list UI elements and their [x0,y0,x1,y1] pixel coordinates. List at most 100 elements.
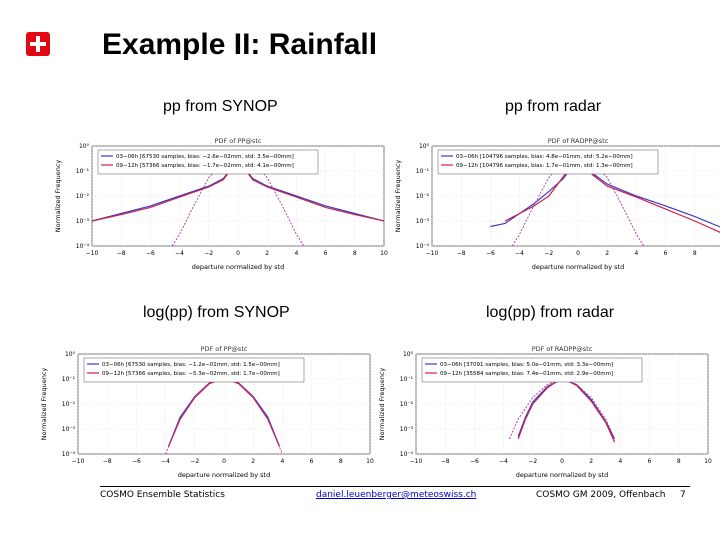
x-tick-label: −10 [426,250,439,257]
y-tick-label: 10⁰ [403,351,414,358]
y-tick-label: 10⁻¹ [76,168,90,175]
x-tick-label: 0 [236,250,240,257]
x-tick-label: 10 [380,250,388,257]
x-tick-label: 0 [576,250,580,257]
y-tick-label: 10⁻² [416,193,430,200]
legend-entry: 09−12h [104796 samples, bias: 1.7e−01mm,… [456,163,633,169]
x-tick-label: −8 [457,250,466,257]
legend-box [83,357,305,383]
y-tick-label: 10⁻⁴ [62,451,76,458]
page-number: 7 [680,490,686,500]
x-tick-label: −8 [117,250,126,257]
legend-entry: 09−12h [57366 samples, bias: −5.3e−02mm,… [102,371,280,377]
x-tick-label: 8 [339,458,343,465]
x-tick-label: −2 [528,458,537,465]
y-axis-label: Normalized Frequency [394,160,402,233]
x-tick-label: 4 [280,458,284,465]
chart-title: PDF of PP@stc [215,137,262,145]
y-tick-label: 10⁰ [79,143,90,150]
x-axis-label: departure normalized by std [178,471,270,479]
x-tick-label: 2 [605,250,609,257]
legend-box [97,149,319,175]
y-tick-label: 10⁻⁴ [400,451,414,458]
caption-logpp-radar: log(pp) from radar [486,304,615,321]
x-tick-label: −2 [544,250,553,257]
y-axis-label: Normalized Frequency [40,368,48,441]
x-tick-label: −6 [132,458,141,465]
swiss-cross-icon [26,32,50,56]
footer-left-text: COSMO Ensemble Statistics [100,490,225,500]
legend-entry: 03−06h [37091 samples, bias: 5.0e−01mm, … [440,362,613,368]
caption-logpp-synop: log(pp) from SYNOP [143,304,290,321]
slide-title: Example II: Rainfall [102,28,378,61]
chart-title: PDF of RADPP@stc [548,137,609,145]
chart-pp-radar: −10−8−6−4−2024681010⁰10⁻¹10⁻²10⁻³10⁻⁴PDF… [390,134,720,274]
y-tick-label: 10⁻³ [62,426,76,433]
legend-entry: 03−06h [67530 samples, bias: −1.2e−01mm,… [102,362,280,368]
x-tick-label: 8 [353,250,357,257]
x-tick-label: −6 [146,250,155,257]
x-tick-label: −2 [204,250,213,257]
x-tick-label: 2 [265,250,269,257]
legend-entry: 09−12h [35584 samples, bias: 7.4e−01mm, … [440,371,613,377]
y-tick-label: 10⁻¹ [62,376,76,383]
y-tick-label: 10⁻¹ [400,376,414,383]
y-tick-label: 10⁻³ [416,218,430,225]
x-tick-label: −8 [103,458,112,465]
chart-logpp-radar: −10 −8 −6 −4 −2 0 2 4 6 8 10 10⁰ 10⁻¹ 10⁻² 10⁻³ 10⁻⁴ PDF… [374,342,714,482]
x-tick-label: 6 [648,458,652,465]
legend-entry: 03−06h [67530 samples, bias: −2.6e−02mm,… [116,154,294,160]
x-tick-label: −8 [441,458,450,465]
series-line-2 [511,155,645,247]
x-tick-label: 2 [589,458,593,465]
chart-svg: −10 −8 −6 −4 −2 0 2 4 6 8 10 10⁰ 10⁻¹ 10⁻² 10⁻³ 10⁻⁴ PDF… [378,345,712,479]
chart-logpp-synop: −10 −8 −6 −4 −2 0 2 4 6 8 10 10⁰ 10⁻¹ 10⁻² 10⁻³ 10⁻⁴ PDF… [36,342,376,482]
y-axis-label: Normalized Frequency [54,160,62,233]
x-tick-label: 6 [310,458,314,465]
x-axis-label: departure normalized by std [192,263,284,271]
x-tick-label: −4 [161,458,170,465]
chart-title: PDF of PP@stc [201,345,248,353]
x-tick-label: −2 [190,458,199,465]
x-tick-label: 6 [324,250,328,257]
x-tick-label: −10 [86,250,99,257]
x-tick-label: −6 [470,458,479,465]
x-tick-label: −4 [499,458,508,465]
x-tick-label: 0 [222,458,226,465]
x-tick-label: 2 [251,458,255,465]
x-tick-label: −6 [486,250,495,257]
y-tick-label: 10⁻⁴ [76,243,90,250]
x-tick-label: 10 [704,458,712,465]
caption-pp-synop: pp from SYNOP [163,98,278,115]
legend-box [437,149,659,175]
y-tick-label: 10⁻² [76,193,90,200]
chart-pp-synop: −10 −8 −6 −4 −2 0 2 4 6 8 10 10⁰ 10⁻¹ 10⁻² 10⁻³ 10⁻⁴ PDF… [50,134,390,274]
x-tick-label: 8 [693,250,697,257]
x-tick-label: 6 [664,250,668,257]
x-tick-label: −4 [515,250,524,257]
x-tick-label: 4 [634,250,638,257]
y-tick-label: 10⁻³ [400,426,414,433]
chart-title: PDF of RADPP@stc [532,345,593,353]
x-tick-label: 4 [618,458,622,465]
y-tick-label: 10⁰ [419,143,430,150]
series-line-2 [171,155,305,247]
chart-svg: −10−8−6−4−2024681010⁰10⁻¹10⁻²10⁻³10⁻⁴PDF… [394,137,720,271]
y-tick-label: 10⁻² [62,401,76,408]
x-tick-label: 10 [366,458,374,465]
y-tick-label: 10⁻³ [76,218,90,225]
x-tick-label: 8 [677,458,681,465]
legend-entry: 09−12h [57366 samples, bias: −1.7e−02mm,… [116,163,294,169]
y-tick-label: 10⁻² [400,401,414,408]
x-tick-label: 4 [294,250,298,257]
y-tick-label: 10⁻¹ [416,168,430,175]
y-tick-label: 10⁻⁴ [416,243,430,250]
footer-email-link[interactable]: daniel.leuenberger@meteoswiss.ch [316,490,477,500]
x-axis-label: departure normalized by std [532,263,624,271]
legend-box [421,357,643,383]
x-tick-label: 0 [560,458,564,465]
x-tick-label: −10 [410,458,423,465]
x-axis-label: departure normalized by std [516,471,608,479]
